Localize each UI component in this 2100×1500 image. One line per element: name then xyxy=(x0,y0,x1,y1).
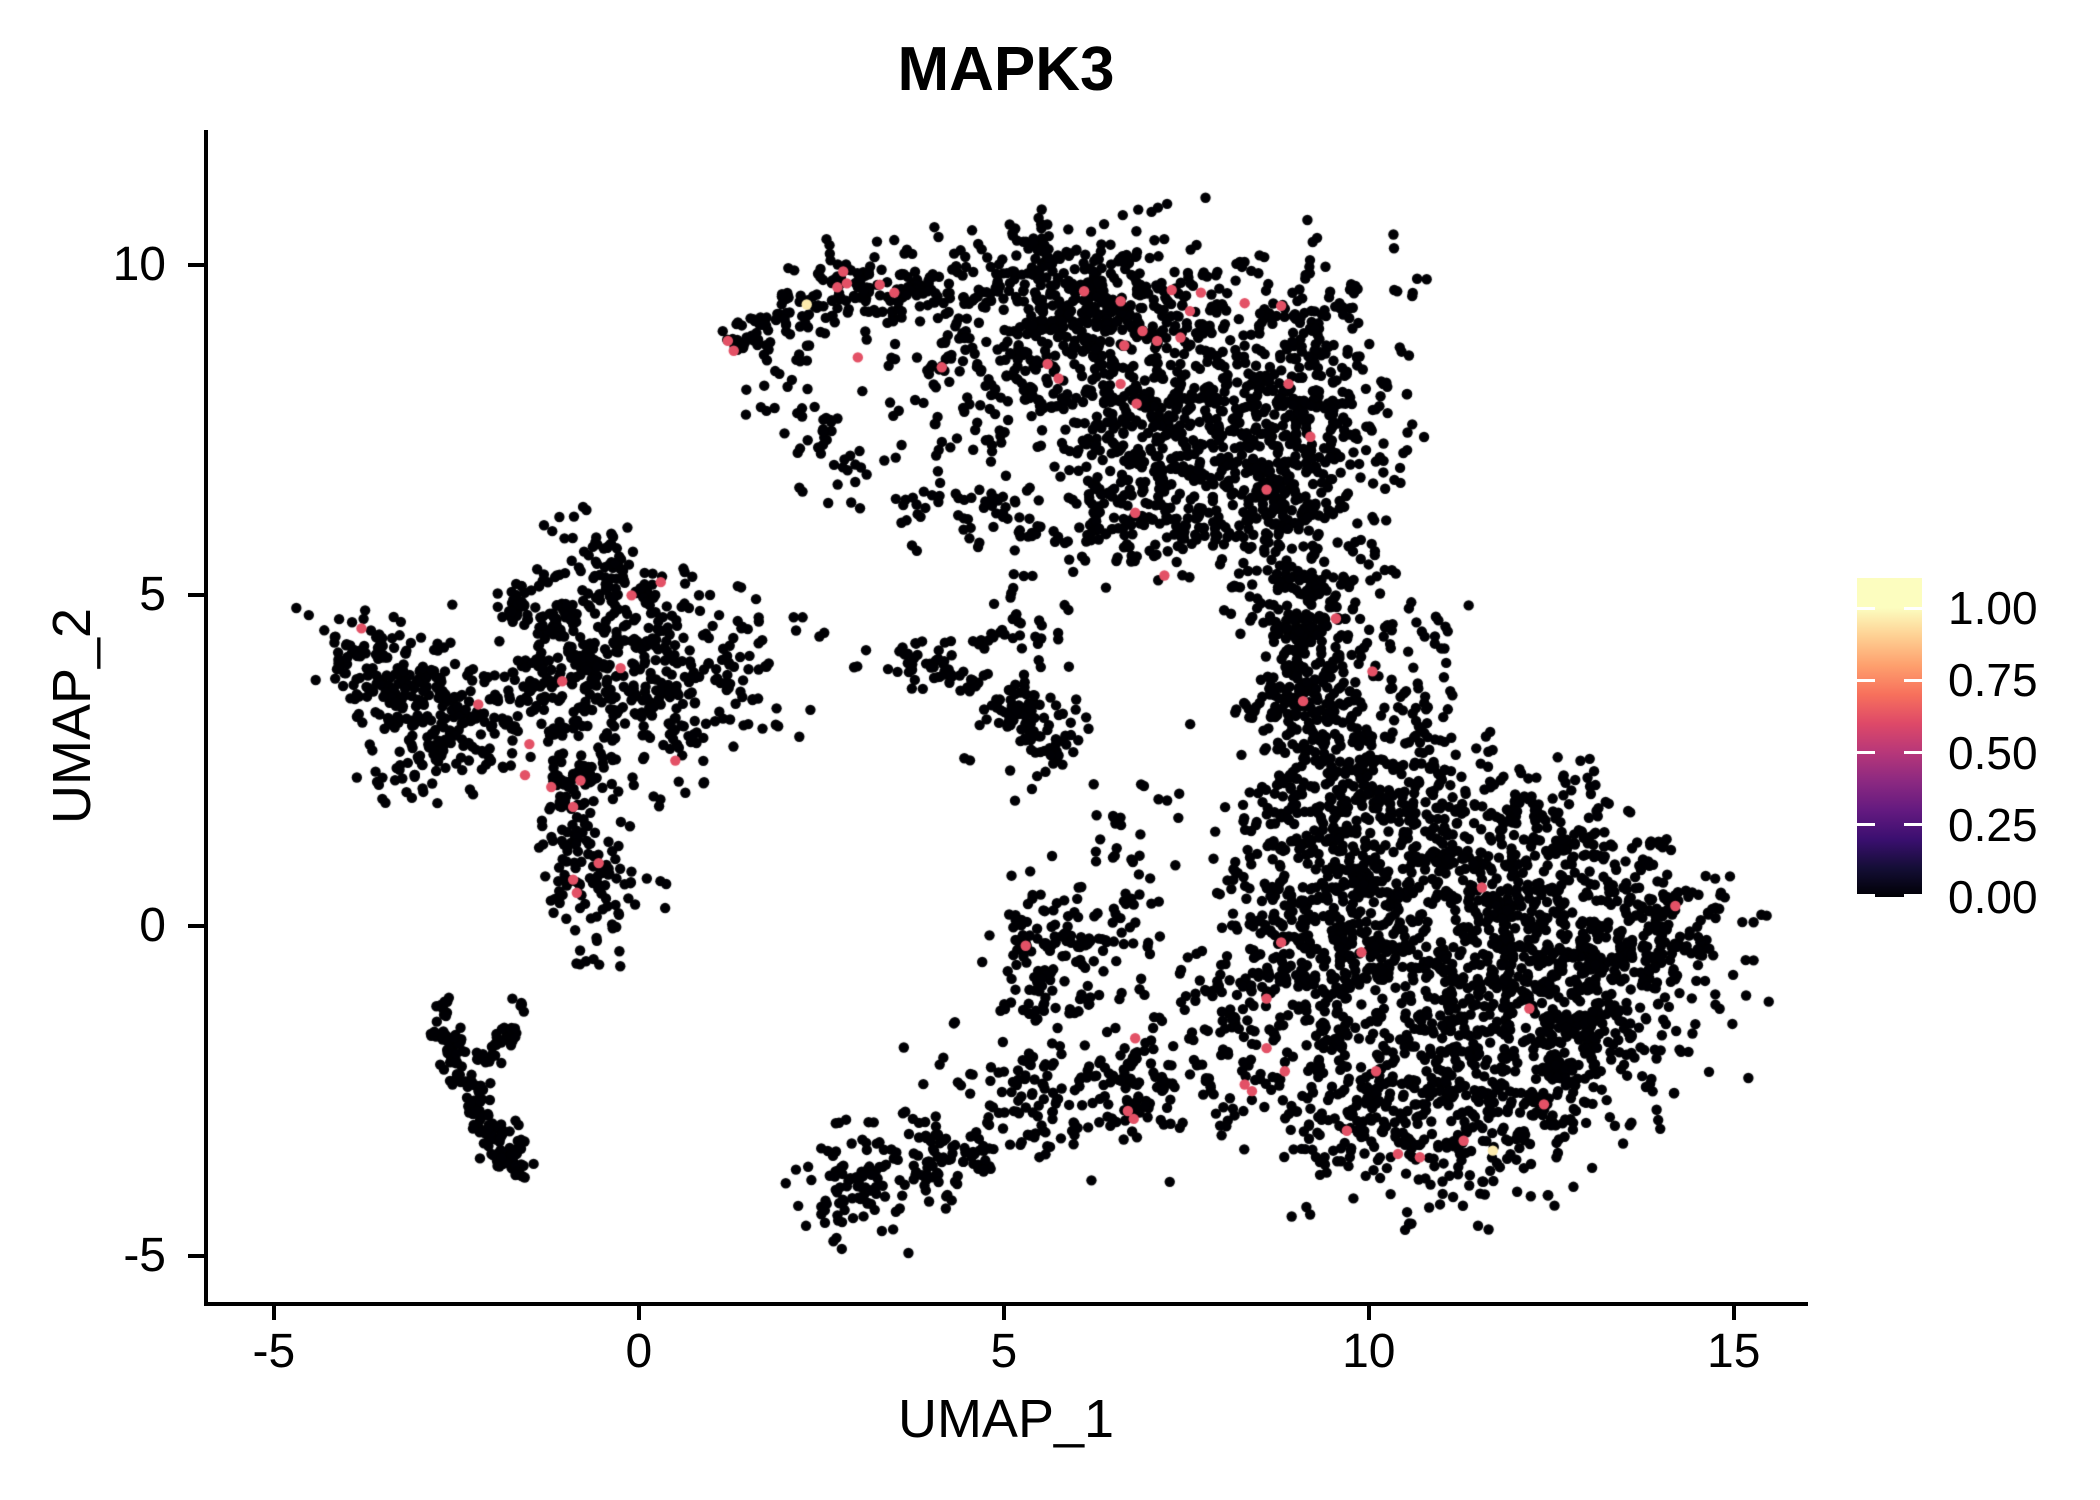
x-tick-mark xyxy=(1366,1306,1371,1320)
x-tick-label: 10 xyxy=(1342,1325,1396,1378)
x-tick-mark xyxy=(1001,1306,1006,1320)
plot-title: MAPK3 xyxy=(897,35,1115,104)
y-tick-label: -5 xyxy=(123,1229,166,1283)
x-tick-mark xyxy=(636,1306,641,1320)
y-tick-mark xyxy=(188,262,204,267)
x-tick-label: 15 xyxy=(1707,1325,1761,1378)
colorbar-tick-mark xyxy=(1857,894,1875,897)
colorbar-tick-mark xyxy=(1904,678,1922,682)
expression-colorbar xyxy=(1857,578,1922,897)
y-tick-mark xyxy=(188,923,204,928)
y-axis-title: UMAP_2 xyxy=(42,607,102,825)
colorbar-tick-label: 0.00 xyxy=(1948,871,2038,923)
colorbar-tick-mark xyxy=(1904,751,1922,755)
x-tick-label: 0 xyxy=(625,1325,653,1378)
x-tick-mark xyxy=(271,1306,276,1320)
colorbar-tick-mark xyxy=(1904,894,1922,897)
x-axis-line xyxy=(204,1302,1808,1306)
colorbar-tick-label: 0.75 xyxy=(1948,654,2038,707)
y-tick-label: 0 xyxy=(139,898,166,952)
x-tick-mark xyxy=(1731,1306,1736,1320)
colorbar-tick-mark xyxy=(1857,606,1875,610)
colorbar-tick-mark xyxy=(1857,678,1875,682)
y-tick-label: 10 xyxy=(112,237,166,291)
colorbar-tick-label: 0.25 xyxy=(1948,798,2038,851)
colorbar-tick-mark xyxy=(1904,823,1922,827)
x-tick-label: 5 xyxy=(990,1325,1018,1378)
y-axis-line xyxy=(204,130,208,1306)
colorbar-tick-label: 1.00 xyxy=(1948,582,2038,635)
y-tick-mark xyxy=(188,1254,204,1259)
colorbar-tick-label: 0.50 xyxy=(1948,726,2038,779)
colorbar-tick-mark xyxy=(1857,823,1875,827)
x-tick-label: -5 xyxy=(252,1325,296,1378)
y-tick-mark xyxy=(188,593,204,598)
colorbar-tick-mark xyxy=(1857,751,1875,755)
y-tick-label: 5 xyxy=(139,568,166,622)
x-axis-title: UMAP_1 xyxy=(897,1389,1115,1449)
colorbar-tick-mark xyxy=(1904,606,1922,610)
